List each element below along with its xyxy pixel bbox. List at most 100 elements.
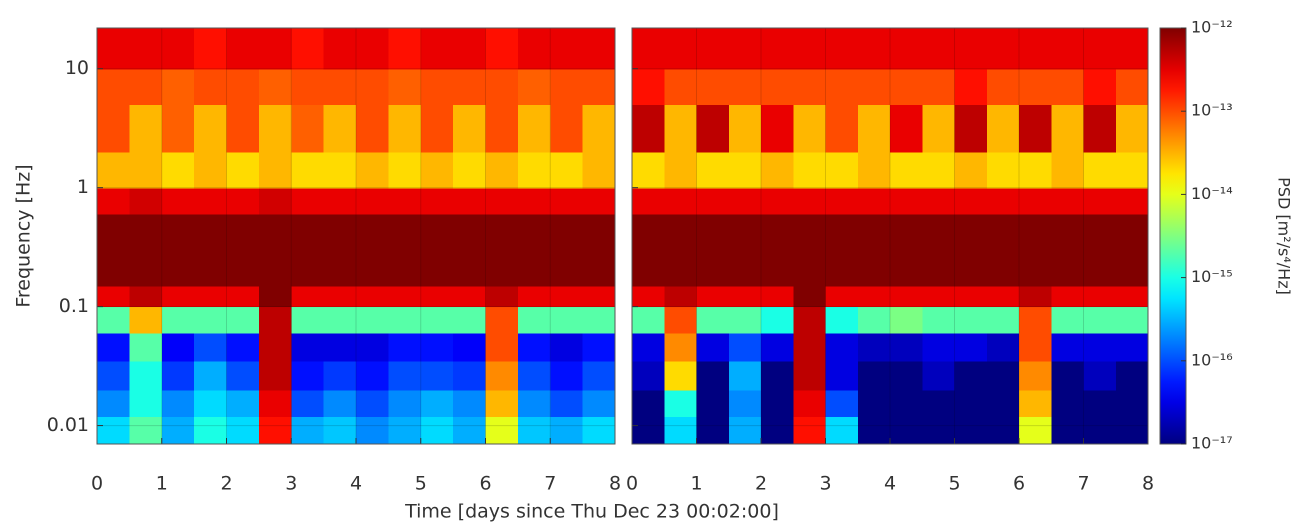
- heatmap-cell: [632, 416, 665, 445]
- heatmap-cell: [857, 68, 891, 106]
- heatmap-cell: [550, 28, 584, 70]
- heatmap-cell: [857, 104, 891, 153]
- heatmap-cell: [857, 285, 891, 308]
- heatmap-cell: [761, 214, 794, 251]
- heatmap-cell: [890, 306, 923, 334]
- heatmap-cell: [986, 306, 1020, 334]
- heatmap-cell: [485, 389, 519, 417]
- heatmap-cell: [388, 285, 422, 308]
- heatmap-cell: [388, 28, 422, 70]
- heatmap-cell: [453, 360, 487, 391]
- heatmap-cell: [453, 389, 487, 417]
- heatmap-cell: [420, 104, 454, 153]
- heatmap-cell: [161, 333, 195, 362]
- heatmap-cell: [857, 214, 891, 251]
- heatmap-cell: [1083, 104, 1117, 153]
- heatmap-cell: [226, 151, 260, 189]
- heatmap-cell: [194, 333, 228, 362]
- heatmap-cell: [517, 28, 551, 70]
- heatmap-cell: [582, 151, 616, 189]
- heatmap-cell: [986, 214, 1020, 251]
- heatmap-cell: [550, 187, 584, 215]
- heatmap-cell: [761, 68, 794, 106]
- heatmap-cell: [1115, 104, 1149, 153]
- heatmap-cell: [1083, 151, 1117, 189]
- heatmap-cell: [696, 68, 730, 106]
- heatmap-cell: [632, 360, 665, 391]
- heatmap-cell: [323, 333, 357, 362]
- x-tick-label: 4: [884, 473, 896, 495]
- heatmap-cell: [97, 285, 130, 308]
- heatmap-cell: [420, 214, 454, 251]
- heatmap-cell: [226, 360, 260, 391]
- heatmap-cell: [632, 333, 665, 362]
- heatmap-cell: [485, 28, 519, 70]
- heatmap-cell: [954, 151, 988, 189]
- heatmap-cell: [388, 389, 422, 417]
- colorbar-tick-label: 10⁻¹²: [1191, 18, 1233, 37]
- x-tick-label: 5: [415, 473, 427, 495]
- heatmap-cell: [632, 214, 665, 251]
- heatmap-cell: [1115, 151, 1149, 189]
- heatmap-cell: [161, 28, 195, 70]
- heatmap-cell: [664, 187, 698, 215]
- heatmap-cell: [922, 333, 956, 362]
- heatmap-cell: [793, 187, 827, 215]
- heatmap-cell: [632, 151, 665, 189]
- heatmap-cell: [129, 306, 163, 334]
- heatmap-cell: [388, 68, 422, 106]
- heatmap-cell: [161, 416, 195, 445]
- heatmap-cell: [793, 360, 827, 391]
- heatmap-cell: [728, 389, 762, 417]
- x-tick-label: 8: [1142, 473, 1154, 495]
- heatmap-cell: [954, 187, 988, 215]
- heatmap-cell: [356, 249, 389, 287]
- x-tick-label: 7: [544, 473, 556, 495]
- heatmap-cell: [323, 104, 357, 153]
- heatmap-cell: [1051, 187, 1085, 215]
- heatmap-cell: [857, 360, 891, 391]
- heatmap-cell: [291, 389, 325, 417]
- heatmap-cell: [258, 214, 292, 251]
- heatmap-cell: [161, 187, 195, 215]
- heatmap-cell: [986, 68, 1020, 106]
- heatmap-cell: [420, 333, 454, 362]
- x-tick-label: 5: [948, 473, 960, 495]
- heatmap-cell: [517, 285, 551, 308]
- heatmap-cell: [1051, 68, 1085, 106]
- heatmap-cell: [825, 68, 859, 106]
- heatmap-cell: [97, 68, 130, 106]
- heatmap-cell: [728, 68, 762, 106]
- heatmap-cell: [793, 249, 827, 287]
- heatmap-cell: [1051, 416, 1085, 445]
- heatmap-cell: [420, 416, 454, 445]
- heatmap-cell: [890, 285, 923, 308]
- heatmap-cell: [420, 249, 454, 287]
- heatmap-cell: [1019, 151, 1052, 189]
- heatmap-cell: [129, 187, 163, 215]
- heatmap-cell: [922, 68, 956, 106]
- heatmap-cell: [356, 214, 389, 251]
- heatmap-cell: [1115, 187, 1149, 215]
- heatmap-cell: [517, 306, 551, 334]
- heatmap-cell: [161, 360, 195, 391]
- x-tick-label: 3: [819, 473, 831, 495]
- heatmap-cell: [761, 249, 794, 287]
- heatmap-cell: [1019, 389, 1052, 417]
- heatmap-cell: [582, 306, 616, 334]
- heatmap-cell: [323, 389, 357, 417]
- heatmap-cell: [664, 68, 698, 106]
- heatmap-cell: [825, 249, 859, 287]
- heatmap-cell: [356, 285, 389, 308]
- heatmap-cell: [388, 151, 422, 189]
- heatmap-cell: [728, 151, 762, 189]
- colorbar-tick-label: 10⁻¹³: [1191, 101, 1233, 120]
- heatmap-cell: [793, 151, 827, 189]
- heatmap-cell: [226, 214, 260, 251]
- heatmap-cell: [922, 151, 956, 189]
- heatmap-cell: [356, 306, 389, 334]
- heatmap-cell: [356, 187, 389, 215]
- heatmap-cell: [1019, 360, 1052, 391]
- heatmap-cell: [582, 28, 616, 70]
- heatmap-cell: [420, 28, 454, 70]
